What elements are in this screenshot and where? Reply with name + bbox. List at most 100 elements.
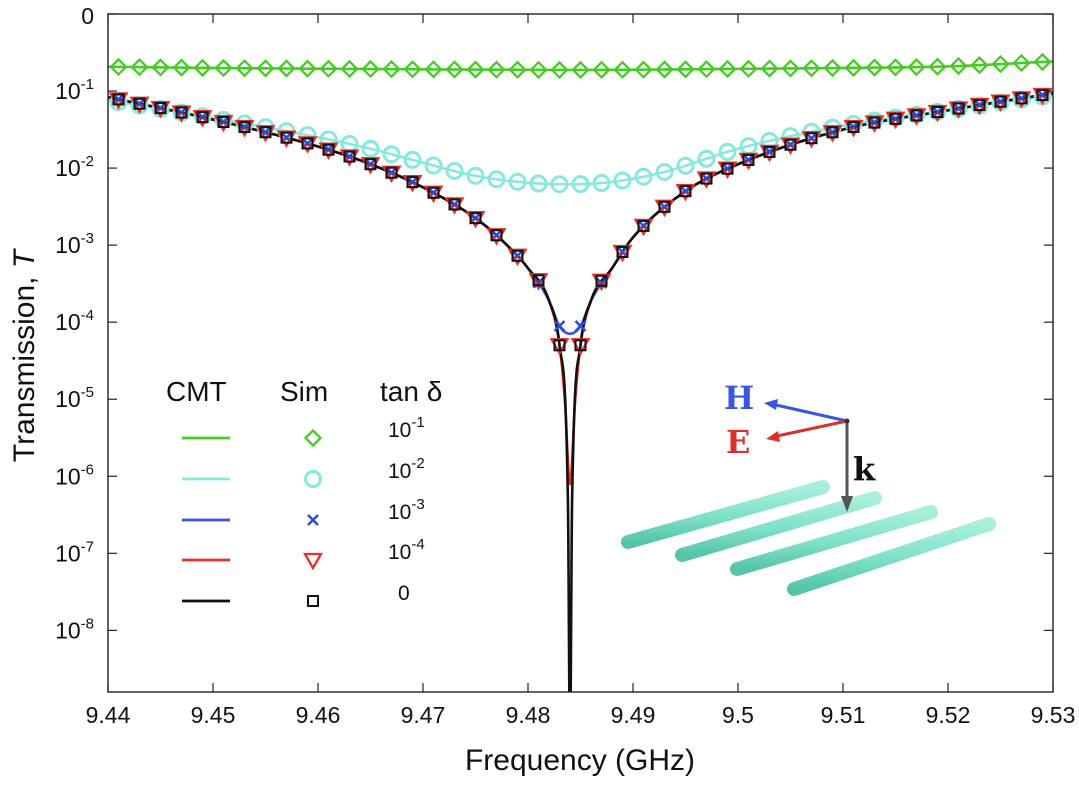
- rod-1: [621, 480, 830, 549]
- marker-tan-0-23: [595, 274, 608, 287]
- geometry-inset: H E k: [621, 379, 996, 596]
- marker-tan-2-15: [424, 156, 443, 175]
- marker-tan-2-18: [487, 170, 506, 189]
- legend-tan-value-tan-4: 10-4: [388, 536, 425, 564]
- y-tick-label: 10-2: [55, 153, 94, 181]
- marker-tan-0-19: [511, 249, 524, 262]
- y-tick-label: 10-1: [55, 76, 94, 104]
- marker-tan-2-28: [697, 149, 716, 168]
- marker-tan-0-3: [175, 106, 188, 119]
- marker-tan-0-21: [553, 339, 566, 352]
- legend-marker-tan-1: [303, 428, 323, 448]
- marker-tan-1-42: [991, 54, 1010, 74]
- legend-header-tan-delta: tan δ: [380, 376, 442, 407]
- marker-tan-2-26: [655, 162, 674, 181]
- marker-tan-1-31: [760, 59, 779, 78]
- x-tick-label: 9.48: [506, 702, 551, 728]
- marker-tan-1-19: [508, 60, 527, 79]
- marker-tan-1-3: [172, 58, 191, 77]
- marker-tan-0-15: [427, 186, 440, 199]
- marker-tan-2-22: [571, 175, 590, 194]
- marker-tan-0-6: [238, 121, 251, 134]
- marker-tan-1-14: [403, 60, 422, 79]
- legend-marker-tan-3: [307, 514, 319, 526]
- marker-tan-1-44: [1033, 52, 1052, 72]
- marker-tan-1-28: [697, 60, 716, 79]
- marker-tan-0-35: [847, 121, 860, 134]
- marker-tan-0-13: [385, 166, 398, 179]
- markers-tan-2: [109, 87, 1052, 194]
- markers-tan-0: [112, 89, 1049, 352]
- marker-tan-0-8: [280, 131, 293, 144]
- legend-tan-value-tan-2: 10-2: [388, 455, 425, 483]
- legend-row-tan-4: 10-4: [182, 536, 425, 571]
- marker-tan-0-38: [910, 109, 923, 122]
- marker-tan-2-14: [403, 150, 422, 169]
- marker-tan-0-37: [889, 112, 902, 125]
- rod-array: [621, 480, 996, 596]
- legend: CMT Sim tan δ 10-1 10-2 10-3 10-4 0: [166, 376, 442, 607]
- legend-marker-tan-2: [304, 470, 322, 488]
- marker-tan-2-27: [676, 156, 695, 175]
- marker-tan-0-4: [196, 111, 209, 124]
- marker-tan-2-29: [718, 142, 737, 161]
- y-axis-title: Transmission, T: [8, 247, 41, 462]
- marker-tan-0-43: [1015, 92, 1028, 105]
- x-tick-label: 9.53: [1031, 702, 1076, 728]
- legend-row-tan-1: 10-1: [182, 414, 425, 448]
- marker-tan-2-24: [613, 171, 632, 190]
- marker-tan-2-16: [445, 162, 464, 181]
- marker-tan-1-0: [109, 57, 128, 77]
- marker-tan-1-4: [193, 58, 212, 77]
- y-tick-label: 10-4: [55, 307, 94, 335]
- marker-tan-0-7: [259, 126, 272, 139]
- marker-tan-1-41: [970, 56, 989, 75]
- k-vector-label: k: [853, 450, 876, 488]
- marker-tan-0-12: [364, 158, 377, 171]
- y-tick-label: 0: [81, 3, 94, 29]
- marker-tan-1-9: [298, 59, 317, 78]
- marker-tan-1-7: [256, 59, 275, 78]
- marker-tan-1-43: [1012, 53, 1031, 73]
- marker-tan-1-21: [550, 60, 569, 80]
- legend-row-tan-0: 0: [182, 582, 410, 607]
- marker-tan-1-25: [634, 60, 653, 79]
- legend-header-cmt: CMT: [166, 376, 227, 407]
- marker-tan-3-22: [574, 320, 587, 332]
- k-vector-arrowhead: [841, 496, 853, 512]
- marker-tan-1-15: [424, 60, 443, 79]
- marker-tan-0-40: [952, 102, 965, 115]
- x-tick-label: 9.47: [401, 702, 446, 728]
- marker-tan-0-39: [931, 106, 944, 119]
- x-tick-label: 9.45: [191, 702, 236, 728]
- marker-tan-1-5: [214, 58, 233, 78]
- marker-tan-0-9: [301, 137, 314, 150]
- x-tick-label: 9.49: [611, 702, 656, 728]
- x-tick-label: 9.46: [296, 702, 341, 728]
- marker-tan-0-34: [826, 126, 839, 139]
- y-tick-label: 10-7: [55, 538, 94, 566]
- marker-tan-2-21: [550, 175, 569, 194]
- legend-tan-value-tan-3: 10-3: [388, 496, 425, 524]
- legend-row-tan-2: 10-2: [182, 455, 425, 488]
- marker-tan-0-2: [154, 102, 167, 115]
- marker-tan-1-24: [613, 60, 632, 79]
- marker-tan-1-2: [151, 58, 170, 77]
- marker-tan-0-5: [217, 116, 230, 129]
- vector-origin: [844, 418, 850, 424]
- y-tick-label: 10-5: [55, 384, 94, 412]
- marker-tan-1-10: [319, 59, 338, 78]
- marker-tan-0-36: [868, 116, 881, 129]
- marker-tan-0-20: [532, 274, 545, 287]
- marker-tan-1-13: [382, 60, 401, 79]
- marker-tan-1-37: [886, 58, 905, 77]
- marker-tan-1-38: [907, 58, 926, 77]
- series-layer: [108, 52, 1053, 692]
- marker-tan-1-34: [823, 58, 842, 78]
- marker-tan-0-33: [805, 132, 818, 145]
- marker-tan-2-12: [361, 139, 380, 158]
- legend-tan-value-tan-0: 0: [398, 582, 410, 605]
- marker-tan-0-24: [616, 245, 629, 258]
- marker-tan-0-18: [490, 229, 503, 242]
